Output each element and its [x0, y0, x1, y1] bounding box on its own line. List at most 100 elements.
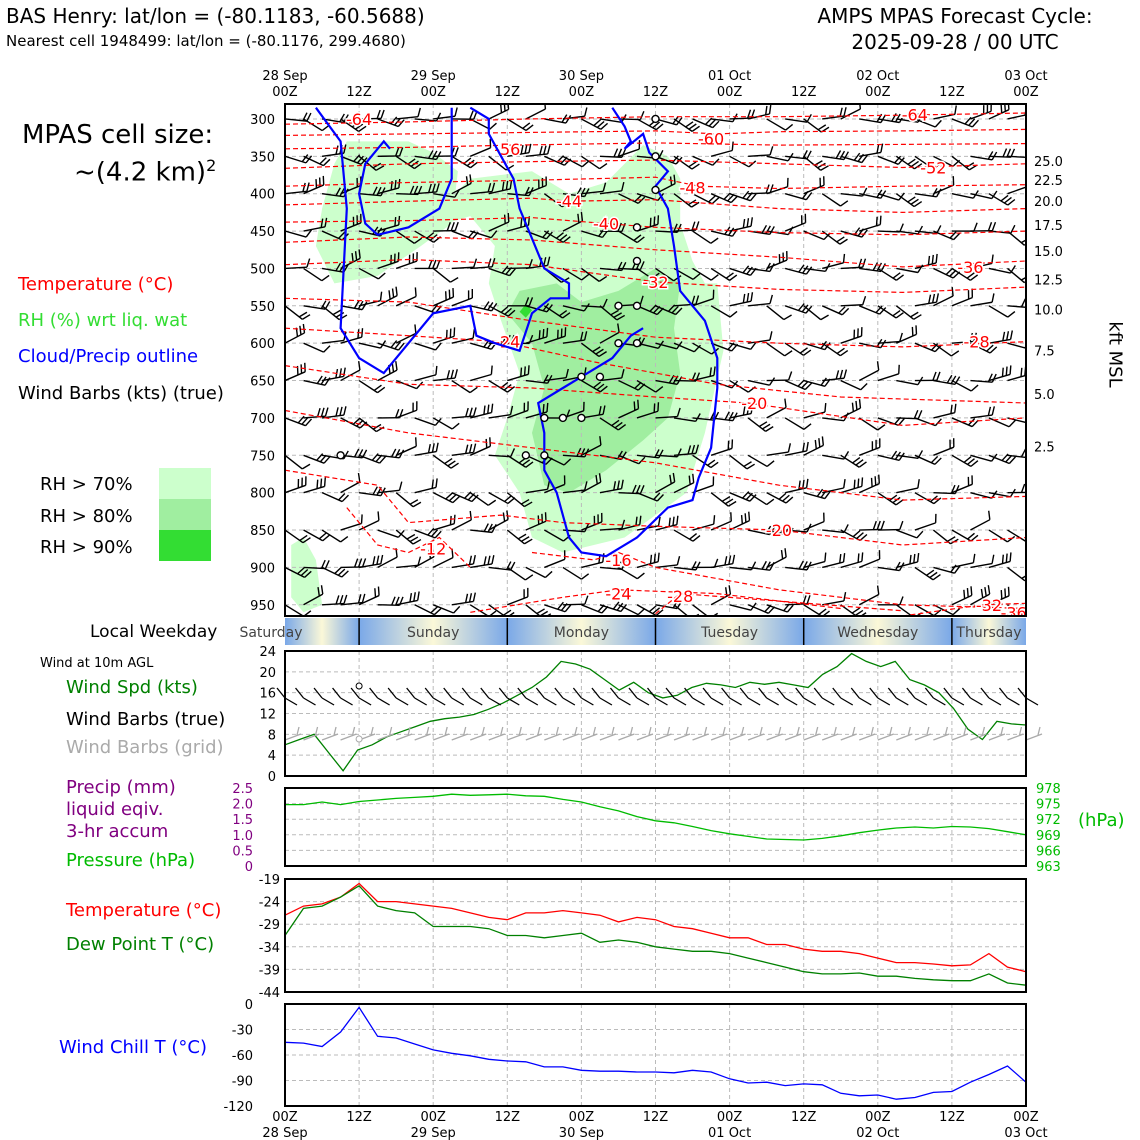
wind-barb-6-78	[766, 342, 786, 357]
weekday-band-2	[507, 618, 656, 645]
wind-barb-flag-11-93-0	[880, 520, 885, 530]
wind-barb-flag-1-48-0	[599, 162, 608, 170]
wind-barb-flag-9-108-0	[970, 460, 979, 467]
wind-barb-flag-9-24-0	[450, 462, 459, 469]
wind-barb-flag-6-48-2	[592, 346, 601, 353]
wind-barb-flag-3-93-1	[875, 216, 878, 226]
wind-barb-flag-11-30-2	[483, 523, 489, 532]
wind-barb-flag-13-87-0	[843, 591, 847, 602]
wind-barb-2-90	[840, 192, 863, 197]
sfc-barb-72	[721, 687, 731, 699]
wind-barb-flag-10-117-2	[1020, 483, 1026, 493]
wind-barb-flag-10-99-0	[917, 479, 920, 489]
wind-barb-flag-9-84-0	[821, 436, 825, 446]
wind-barb-3-99	[896, 230, 919, 235]
wind-barb-flag-2-69-1	[727, 194, 735, 202]
sfc-barb-24	[424, 687, 434, 699]
legend-rh: RH (%) wrt liq. wat	[18, 310, 188, 331]
wind-barb-flag-10-57-0	[656, 493, 664, 502]
wind-barb-flag-2-48-0	[602, 182, 607, 192]
wind-barb-flag-6-102-0	[934, 344, 942, 353]
wind-barb-flag-7-117-2	[1020, 367, 1023, 377]
windchill-legend: Wind Chill T (°C)	[59, 1037, 207, 1058]
wind-barb-flag-1-12-0	[375, 165, 385, 171]
wind-barb-flag-5-45-0	[583, 303, 590, 312]
top-time-label-7: 12Z	[791, 85, 817, 100]
wind-barb-flag-6-108-1	[969, 332, 974, 342]
wind-barb-flag-12-90-0	[861, 552, 864, 562]
wind-barb-flag-11-63-0	[692, 535, 701, 542]
wind-barb-flag-13-111-0	[987, 585, 991, 595]
wind-barb-flag-13-93-0	[876, 585, 880, 595]
wind-barb-0-3	[303, 118, 323, 132]
sfc-barb-b-72	[729, 697, 742, 706]
wind-barb-flag-12-6-0	[341, 570, 349, 578]
wind-barb-flag-6-114-1	[1006, 331, 1010, 341]
wind-ytick-5: 20	[259, 666, 276, 681]
wind-barb-flag-12-114-0	[1009, 552, 1012, 562]
wind-barb-2-51	[599, 190, 622, 195]
wind-barb-flag-10-96-1	[892, 496, 901, 504]
wind-barb-flag-10-21-1	[431, 479, 434, 489]
grid-barb-b-81	[796, 726, 800, 736]
wind-barb-flag-8-54-1	[633, 401, 636, 411]
wind-barb-flag-1-45-0	[581, 160, 590, 168]
wind-barb-5-18	[395, 295, 417, 307]
precip-ytick-5: 2.5	[232, 782, 253, 797]
wind-barb-6-12	[358, 342, 381, 349]
top-time-label-5: 12Z	[643, 85, 669, 100]
sfc-barb-57	[628, 687, 638, 699]
wind-barb-flag-12-57-2	[649, 554, 653, 564]
wind-barb-flag-11-12-0	[377, 511, 380, 521]
wind-barb-flag-11-111-0	[988, 510, 991, 520]
wind-barb-flag-2-81-0	[805, 192, 813, 201]
wind-barb-flag-8-105-0	[954, 403, 957, 413]
wind-barb-flag-12-69-2	[724, 556, 728, 566]
sfc-barb-60	[646, 687, 657, 699]
wind-barb-flag-4-0-0	[306, 258, 311, 268]
wind-barb-flag-7-66-0	[713, 366, 716, 376]
wind-barb-9-111	[970, 454, 992, 462]
wind-barb-flag-9-9-2	[353, 448, 360, 458]
wind-barb-flag-0-93-0	[880, 114, 887, 123]
wind-barb-flag-7-72-0	[747, 386, 756, 393]
wind-barb-flag-10-69-1	[724, 498, 734, 505]
wind-barb-flag-6-15-0	[397, 342, 405, 351]
wind-barb-flag-11-108-1	[967, 532, 975, 540]
weekday-band-3	[655, 618, 804, 645]
wind-barb-flag-6-111-2	[982, 342, 991, 350]
wind-barb-11-120	[1025, 530, 1026, 531]
wind-barb-flag-0-48-1	[596, 120, 605, 128]
wind-barb-flag-3-33-1	[503, 214, 506, 224]
wind-barb-flag-9-114-2	[1001, 453, 1009, 462]
bottom-time-label-3: 12Z	[495, 1110, 521, 1125]
wind-barb-flag-0-9-0	[358, 125, 367, 132]
wind-barb-13-117	[1007, 604, 1023, 616]
wind-barb-flag-7-87-2	[835, 370, 840, 380]
wind-barb-flag-10-69-0	[728, 500, 737, 507]
wind-barb-flag-1-51-2	[613, 148, 619, 158]
wind-barb-flag-1-96-1	[894, 155, 902, 164]
wind-barb-flag-5-102-0	[935, 293, 940, 303]
wind-barb-flag-0-63-0	[691, 125, 700, 132]
wind-barb-flag-12-90-1	[857, 553, 860, 563]
wind-barb-flag-1-6-2	[335, 145, 339, 155]
wind-barb-flag-5-6-2	[332, 309, 342, 316]
wind-barb-flag-7-102-1	[932, 371, 937, 381]
top-time-label-0: 00Z	[272, 85, 298, 100]
wind-barb-1-69	[710, 149, 733, 157]
wind-barb-flag-6-105-0	[950, 350, 960, 357]
temp-contour-13	[285, 469, 1026, 546]
sfc-barb-b-51	[599, 697, 613, 706]
grid-barb-81	[784, 733, 802, 741]
wind-barb-flag-5-0-1	[298, 311, 308, 318]
temp-contour-11	[285, 365, 1026, 427]
wind-barb-flag-13-3-0	[320, 585, 324, 595]
wind-barb-flag-0-114-2	[1000, 104, 1003, 114]
wind-barb-flag-3-72-2	[742, 218, 746, 229]
wind-barb-flag-2-45-1	[580, 187, 586, 197]
wind-barb-flag-12-99-0	[916, 552, 920, 563]
grid-barb-b-96	[889, 726, 893, 736]
wind-barb-flag-10-75-0	[766, 498, 775, 506]
wind-barb-flag-12-30-2	[483, 556, 487, 566]
